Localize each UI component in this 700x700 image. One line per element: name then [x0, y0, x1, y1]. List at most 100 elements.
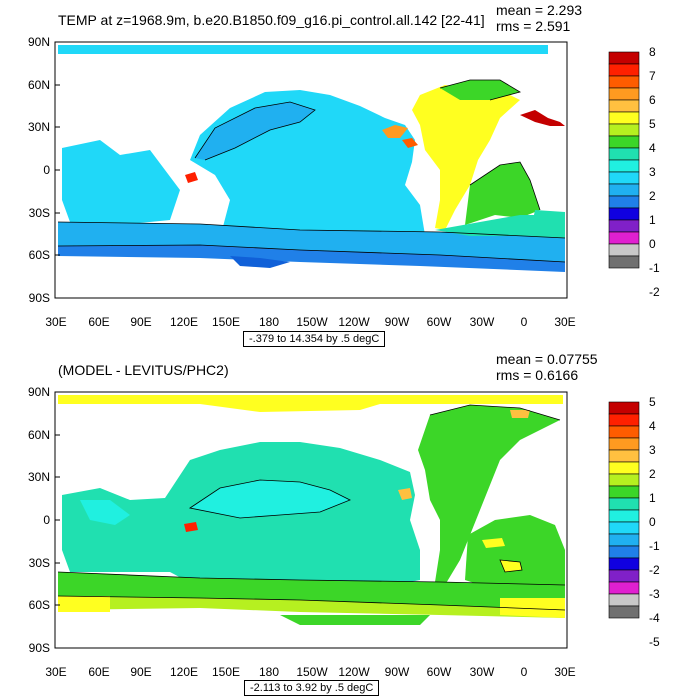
- colorbar-label: 1: [649, 213, 656, 227]
- colorbar-swatch: [608, 581, 640, 595]
- panel2-lat-label: 90N: [28, 385, 50, 399]
- colorbar-swatch: [608, 509, 640, 523]
- panel2-lon-label: 180: [259, 665, 279, 679]
- colorbar-swatch: [608, 413, 640, 427]
- colorbar-swatch: [608, 425, 640, 439]
- panel1-lon-label: 60W: [427, 315, 452, 329]
- colorbar-label: 0: [649, 237, 656, 251]
- panel2-lat-label: 60N: [28, 428, 50, 442]
- colorbar-label: -4: [649, 611, 660, 625]
- panel2-lon-axis: 30E 60E 90E 120E 150E 180 150W 120W 90W …: [45, 665, 575, 679]
- panel2-rms: rms = 0.6166: [496, 367, 579, 383]
- panel1-lon-label: 120E: [170, 315, 198, 329]
- panel2-lon-label: 60E: [88, 665, 109, 679]
- panel1-lon-axis: 30E 60E 90E 120E 150E 180 150W 120W 90W …: [45, 315, 575, 329]
- colorbar-label: -5: [649, 635, 660, 649]
- colorbar-swatch: [608, 255, 640, 269]
- colorbar-swatch: [608, 497, 640, 511]
- panel2-colorbar-labels: 5 4 3 2 1 0 -1 -2 -3 -4 -5: [649, 395, 660, 649]
- colorbar-swatch: [608, 207, 640, 221]
- panel2-lon-label: 30E: [45, 665, 66, 679]
- colorbar-swatch: [608, 437, 640, 451]
- panel2-ocean: [58, 395, 565, 625]
- panel2-lat-label: 30N: [28, 470, 50, 484]
- colorbar-label: 2: [649, 189, 656, 203]
- colorbar-swatch: [608, 569, 640, 583]
- colorbar-swatch: [608, 183, 640, 197]
- colorbar-swatch: [608, 171, 640, 185]
- colorbar-label: 4: [649, 141, 656, 155]
- panel1-lat-label: 30N: [28, 120, 50, 134]
- panel2-lon-label: 150E: [212, 665, 240, 679]
- panel1-rms: rms = 2.591: [496, 18, 571, 34]
- colorbar-label: -1: [649, 261, 660, 275]
- colorbar-swatch: [608, 135, 640, 149]
- panel2-lon-label: 120W: [338, 665, 370, 679]
- panel1-colorbar: [608, 51, 640, 269]
- colorbar-swatch: [608, 195, 640, 209]
- panel2-contour-info: -2.113 to 3.92 by .5 degC: [244, 680, 380, 696]
- colorbar-swatch: [608, 605, 640, 619]
- panel2-lon-label: 60W: [427, 665, 452, 679]
- colorbar-label: -2: [649, 563, 660, 577]
- colorbar-swatch: [608, 51, 640, 65]
- colorbar-swatch: [608, 63, 640, 77]
- panel1-title: TEMP at z=1968.9m, b.e20.B1850.f09_g16.p…: [58, 12, 485, 28]
- panel1-contours: [57, 79, 566, 263]
- panel1-lon-label: 30E: [554, 315, 575, 329]
- colorbar-swatch: [608, 533, 640, 547]
- colorbar-label: 2: [649, 467, 656, 481]
- panel1-lon-label: 150W: [296, 315, 328, 329]
- colorbar-label: 0: [649, 515, 656, 529]
- colorbar-swatch: [608, 219, 640, 233]
- panel1-lon-label: 30E: [45, 315, 66, 329]
- panel2-lon-label: 90W: [385, 665, 410, 679]
- panel1-ticks: [55, 41, 60, 299]
- colorbar-label: 3: [649, 443, 656, 457]
- panel1-lat-axis: 90N 60N 30N 0 30S 60S 90S: [28, 35, 50, 305]
- colorbar-swatch: [608, 521, 640, 535]
- panel1-lon-label: 180: [259, 315, 279, 329]
- panel1-lat-label: 60N: [28, 78, 50, 92]
- panel2-ticks: [55, 391, 60, 649]
- colorbar-swatch: [608, 75, 640, 89]
- panel1-lat-label: 30S: [29, 206, 50, 220]
- colorbar-swatch: [608, 473, 640, 487]
- panel1-lon-label: 0: [521, 315, 528, 329]
- panel2-lat-label: 30S: [29, 556, 50, 570]
- panel1-mean: mean = 2.293: [496, 2, 583, 18]
- panel1-lat-label: 90S: [29, 291, 50, 305]
- colorbar-label: -3: [649, 587, 660, 601]
- colorbar-swatch: [608, 485, 640, 499]
- colorbar-swatch: [608, 147, 640, 161]
- panel2-lon-label: 90E: [130, 665, 151, 679]
- colorbar-label: 5: [649, 395, 656, 409]
- panel2-lat-label: 60S: [29, 598, 50, 612]
- colorbar-swatch: [608, 557, 640, 571]
- panel1-lat-label: 60S: [29, 248, 50, 262]
- colorbar-label: 5: [649, 117, 656, 131]
- colorbar-label: 7: [649, 69, 656, 83]
- colorbar-swatch: [608, 593, 640, 607]
- colorbar-swatch: [608, 123, 640, 137]
- panel2-title: (MODEL - LEVITUS/PHC2): [58, 362, 229, 378]
- panel1-lat-label: 90N: [28, 35, 50, 49]
- colorbar-swatch: [608, 401, 640, 415]
- panel1-lon-label: 150E: [212, 315, 240, 329]
- panel2-map: 90N 60N 30N 0 30S 60S 90S 30E 60E 90E 12…: [28, 385, 660, 679]
- panel1-ocean: [58, 45, 565, 272]
- panel1-lat-label: 0: [43, 163, 50, 177]
- panel2-contours: [57, 404, 566, 611]
- colorbar-label: -1: [649, 539, 660, 553]
- colorbar-swatch: [608, 461, 640, 475]
- colorbar-label: 8: [649, 45, 656, 59]
- colorbar-swatch: [608, 545, 640, 559]
- panel2-lat-label: 0: [43, 513, 50, 527]
- panel2-lon-label: 30E: [554, 665, 575, 679]
- panel2-lon-label: 30W: [470, 665, 495, 679]
- panel2-lat-axis: 90N 60N 30N 0 30S 60S 90S: [28, 385, 50, 655]
- colorbar-swatch: [608, 449, 640, 463]
- panel2-lon-label: 120E: [170, 665, 198, 679]
- panel2-mean: mean = 0.07755: [496, 351, 598, 367]
- colorbar-swatch: [608, 99, 640, 113]
